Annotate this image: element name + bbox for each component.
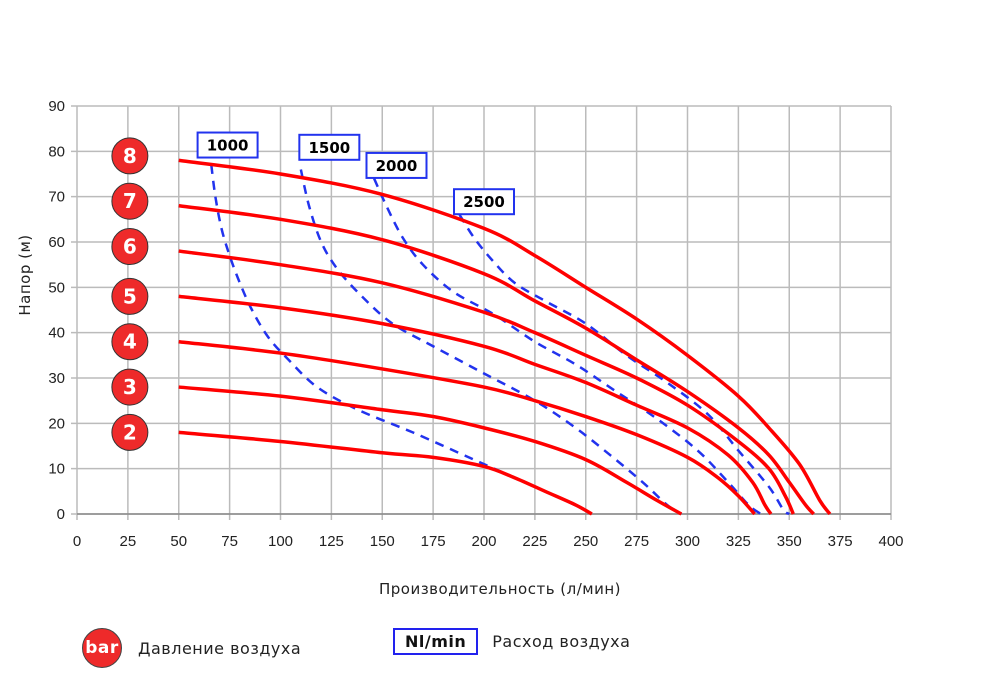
- x-tick-label: 400: [878, 533, 903, 550]
- x-tick-label: 75: [221, 533, 238, 550]
- x-tick-label: 225: [522, 533, 547, 550]
- svg-text:6: 6: [123, 235, 137, 259]
- x-axis-title: Производительность (л/мин): [379, 580, 621, 598]
- pressure-badge: 5: [111, 277, 149, 315]
- x-tick-label: 25: [120, 533, 137, 550]
- y-axis-ticks: 0 10 20 30 40 50 60 70 80 90: [48, 98, 65, 523]
- legend-airflow-label: Расход воздуха: [492, 632, 631, 651]
- x-tick-label: 350: [777, 533, 802, 550]
- pressure-curve: [178, 385, 683, 516]
- airflow-label: 1500: [298, 133, 361, 161]
- x-tick-label: 325: [726, 533, 751, 550]
- svg-text:1500: 1500: [308, 139, 350, 157]
- pressure-badge: 2: [111, 413, 149, 451]
- x-tick-label: 200: [471, 533, 496, 550]
- x-tick-label: 150: [370, 533, 395, 550]
- airflow-label: 2000: [365, 151, 428, 179]
- airflow-curve: [372, 178, 762, 516]
- airflow-labels: 1000 1500 2000 2500: [196, 131, 515, 216]
- y-tick-label: 60: [48, 234, 65, 251]
- x-tick-label: 375: [828, 533, 853, 550]
- y-tick-label: 90: [48, 98, 65, 115]
- y-tick-label: 50: [48, 279, 65, 296]
- x-tick-label: 125: [319, 533, 344, 550]
- pressure-curve: [178, 294, 773, 516]
- x-tick-label: 300: [675, 533, 700, 550]
- pressure-badge: 3: [111, 368, 149, 406]
- svg-text:8: 8: [123, 144, 137, 168]
- x-tick-label: 275: [624, 533, 649, 550]
- pressure-curve: [178, 203, 815, 516]
- x-axis-ticks: 0 25 50 75 100 125 150 175 200 225 250 275 300 325 350…: [73, 533, 904, 550]
- pressure-badge: 6: [111, 228, 149, 266]
- legend-pressure: bar Давление воздуха: [82, 628, 301, 668]
- x-tick-label: 175: [421, 533, 446, 550]
- y-tick-label: 0: [57, 506, 65, 523]
- y-tick-label: 10: [48, 461, 65, 478]
- svg-text:5: 5: [123, 284, 137, 308]
- y-tick-label: 40: [48, 325, 65, 342]
- x-tick-label: 250: [573, 533, 598, 550]
- y-tick-label: 80: [48, 143, 65, 160]
- pressure-badges: 8 7 6 5 4 3 2: [111, 137, 149, 451]
- pressure-badge: 7: [111, 182, 149, 220]
- svg-text:4: 4: [123, 330, 137, 354]
- svg-text:2000: 2000: [376, 157, 418, 175]
- svg-text:7: 7: [123, 189, 137, 213]
- svg-text:3: 3: [123, 375, 137, 399]
- airflow-curves: [210, 164, 790, 516]
- y-axis-title: Напор (м): [16, 234, 34, 315]
- svg-text:2500: 2500: [463, 193, 505, 211]
- airflow-curve: [458, 214, 790, 516]
- pressure-curves: [178, 158, 832, 516]
- airflow-label: 2500: [453, 188, 515, 216]
- svg-text:2: 2: [123, 420, 137, 444]
- airflow-label: 1000: [196, 131, 259, 159]
- y-tick-label: 20: [48, 415, 65, 432]
- pressure-curve: [178, 430, 593, 516]
- y-tick-label: 30: [48, 370, 65, 387]
- legend-pressure-label: Давление воздуха: [138, 638, 302, 658]
- legend-airflow: Nl/min Расход воздуха: [393, 628, 630, 655]
- pressure-curve: [178, 158, 832, 516]
- svg-text:1000: 1000: [207, 137, 249, 155]
- airflow-curve: [299, 169, 683, 516]
- pressure-badge: 4: [111, 323, 149, 361]
- pressure-badge: 8: [111, 137, 149, 175]
- pressure-curve: [178, 249, 795, 515]
- y-tick-label: 70: [48, 189, 65, 206]
- x-tick-label: 0: [73, 533, 81, 550]
- x-tick-label: 50: [170, 533, 187, 550]
- bar-badge-icon: bar: [82, 628, 122, 668]
- x-tick-label: 100: [268, 533, 293, 550]
- pressure-curve: [178, 339, 756, 516]
- airflow-box-icon: Nl/min: [393, 628, 479, 655]
